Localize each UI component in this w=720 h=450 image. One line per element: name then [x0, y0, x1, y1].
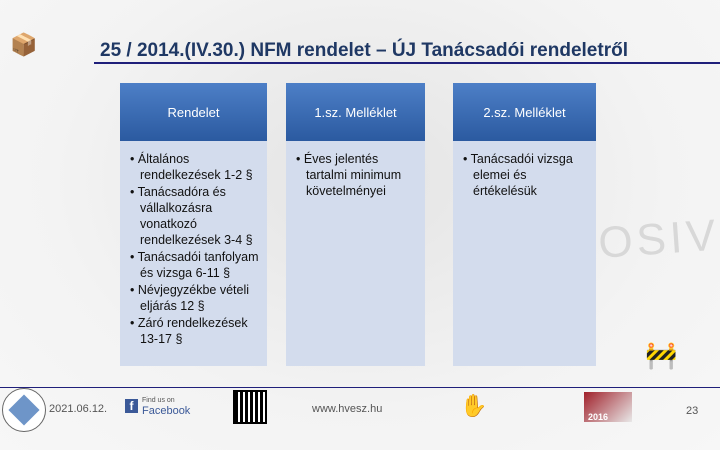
list-item: • Tanácsadóra és vállalkozásra vonatkozó… — [130, 185, 253, 247]
title-underline — [94, 62, 720, 64]
list-item: • Tanácsadói vizsga elemei és értékelésü… — [463, 152, 573, 198]
roadblock-icon: 🚧 — [645, 340, 678, 370]
page-number: 23 — [686, 405, 699, 417]
column-melleklet-2: 2.sz. Melléklet • Tanácsadói vizsga elem… — [453, 83, 596, 366]
mascot-logo-icon: 📦 — [10, 32, 38, 57]
hands-coins-icon: ✋ — [460, 393, 488, 418]
column-melleklet-1: 1.sz. Melléklet • Éves jelentés tartalmi… — [286, 83, 425, 366]
column-header: 2.sz. Melléklet — [453, 83, 596, 141]
footer-divider — [0, 387, 720, 388]
list-item: • Névjegyzékbe vételi eljárás 12 § — [130, 283, 250, 313]
footer-date: 2021.06.12. — [49, 403, 108, 415]
list-item: • Záró rendelkezések 13-17 § — [130, 316, 248, 346]
facebook-link[interactable]: f Find us on Facebook — [125, 396, 191, 417]
column-header: 1.sz. Melléklet — [286, 83, 425, 141]
facebook-icon: f — [125, 399, 138, 413]
page-title: 25 / 2014.(IV.30.) NFM rendelet – ÚJ Tan… — [100, 40, 628, 61]
company-logo-icon — [2, 388, 46, 432]
website-link[interactable]: www.hvesz.hu — [312, 403, 383, 415]
qr-code-icon[interactable] — [233, 390, 267, 424]
list-item: • Általános rendelkezések 1-2 § — [130, 152, 253, 182]
facebook-label: Facebook — [142, 405, 191, 417]
column-header: Rendelet — [120, 83, 267, 141]
year-badge: 2016 — [584, 392, 632, 422]
facebook-small: Find us on — [142, 397, 175, 404]
list-item: • Tanácsadói tanfolyam és vizsga 6-11 § — [130, 250, 259, 280]
list-item: • Éves jelentés tartalmi minimum követel… — [296, 152, 402, 198]
column-rendelet: Rendelet • Általános rendelkezések 1-2 §… — [120, 83, 267, 366]
